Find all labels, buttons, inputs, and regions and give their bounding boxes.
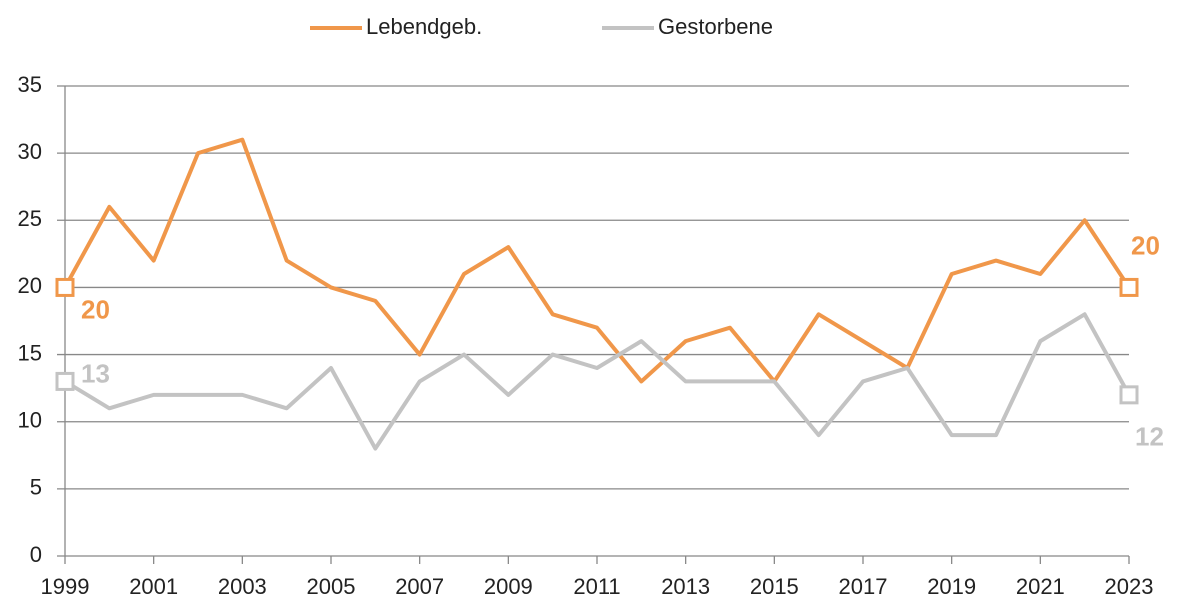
- series-line: [63, 137, 1131, 384]
- y-tick-label: 35: [18, 72, 42, 97]
- data-label: 20: [81, 294, 110, 324]
- y-tick-label: 25: [18, 206, 42, 231]
- y-tick-label: 15: [18, 340, 42, 365]
- end-marker: [1119, 277, 1139, 297]
- legend-label: Lebendgeb.: [366, 14, 482, 39]
- x-tick-label: 2001: [129, 574, 178, 599]
- y-tick-label: 5: [30, 475, 42, 500]
- data-label: 12: [1135, 422, 1164, 452]
- legend-label: Gestorbene: [658, 14, 773, 39]
- y-tick-label: 20: [18, 273, 42, 298]
- x-tick-label: 2021: [1016, 574, 1065, 599]
- x-tick-label: 2005: [307, 574, 356, 599]
- data-label: 13: [81, 358, 110, 388]
- y-tick-label: 0: [30, 542, 42, 567]
- x-tick-label: 2011: [573, 574, 620, 599]
- series-line: [63, 312, 1131, 451]
- end-marker: [55, 371, 75, 391]
- x-tick-label: 2023: [1105, 574, 1154, 599]
- x-tick-label: 2015: [750, 574, 799, 599]
- x-tick-label: 2017: [839, 574, 888, 599]
- x-tick-label: 2003: [218, 574, 267, 599]
- x-tick-label: 2007: [395, 574, 444, 599]
- end-marker: [55, 277, 75, 297]
- x-tick-label: 2009: [484, 574, 533, 599]
- x-tick-label: 2013: [661, 574, 710, 599]
- end-marker: [1119, 385, 1139, 405]
- x-tick-label: 1999: [41, 574, 90, 599]
- y-tick-label: 30: [18, 139, 42, 164]
- data-label: 20: [1131, 230, 1160, 260]
- y-tick-label: 10: [18, 408, 42, 433]
- x-tick-label: 2019: [927, 574, 976, 599]
